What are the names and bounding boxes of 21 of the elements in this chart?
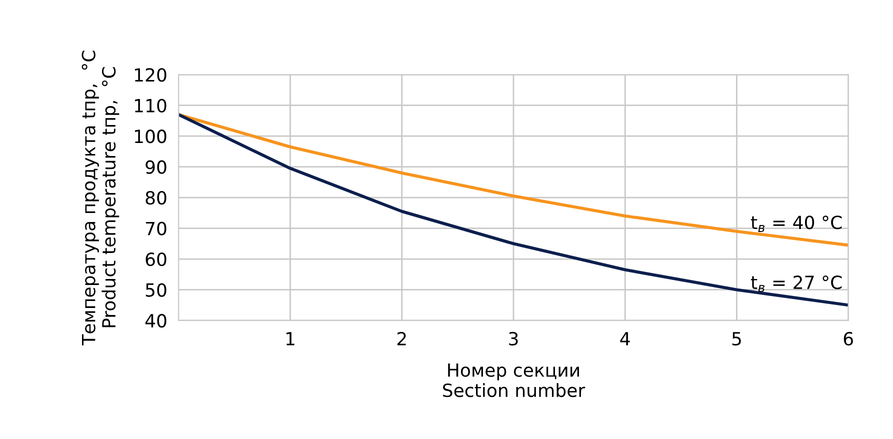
line-series — [178, 113, 848, 247]
series-label: t$_{в}$ = 27 °C — [750, 276, 842, 292]
x-tick-label: 4 — [620, 332, 630, 346]
y-tick-label: 80 — [146, 191, 166, 205]
y-axis-title: Температура продукта tпр, °C Product temperature tпр, °C — [82, 50, 120, 346]
y-tick-label: 40 — [145, 314, 166, 328]
y-tick-label: 70 — [146, 222, 166, 236]
x-tick-label: 2 — [397, 332, 406, 346]
y-tick-label: 90 — [146, 160, 166, 174]
line-series — [178, 113, 848, 307]
y-tick-label: 60 — [146, 252, 166, 266]
y-tick-label: 100 — [135, 130, 166, 144]
x-tick-label: 6 — [844, 332, 853, 346]
x-tick-label: 3 — [509, 332, 518, 346]
y-tick-label: 50 — [146, 283, 166, 297]
x-tick-label: 1 — [286, 332, 294, 346]
x-axis-title: Номер секции Section number — [443, 364, 586, 398]
y-tick-label: 120 — [135, 68, 166, 82]
series-label: t$_{в}$ = 40 °C — [750, 216, 842, 232]
x-tick-label: 5 — [732, 332, 741, 346]
y-tick-label: 110 — [135, 98, 166, 112]
